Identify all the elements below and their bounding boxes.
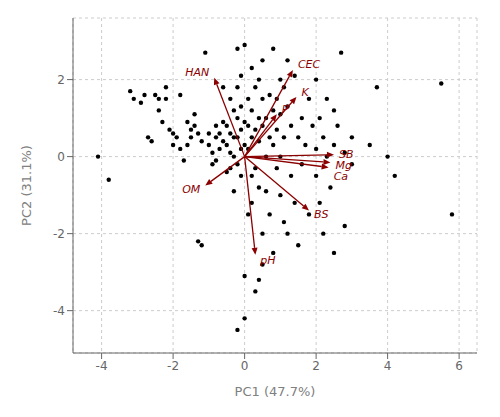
svg-text:K: K bbox=[301, 86, 309, 99]
svg-text:-4: -4 bbox=[53, 304, 65, 318]
svg-text:-2: -2 bbox=[167, 359, 179, 373]
svg-text:2: 2 bbox=[57, 73, 65, 87]
svg-text:PC2 (31.1%): PC2 (31.1%) bbox=[19, 145, 34, 226]
svg-text:BS: BS bbox=[314, 208, 329, 221]
svg-text:0: 0 bbox=[57, 150, 65, 164]
svg-text:-2: -2 bbox=[53, 227, 65, 241]
svg-text:Ca: Ca bbox=[334, 170, 349, 183]
svg-text:-4: -4 bbox=[96, 359, 108, 373]
svg-text:OM: OM bbox=[182, 183, 201, 196]
svg-text:4: 4 bbox=[384, 359, 392, 373]
svg-text:PC1 (47.7%): PC1 (47.7%) bbox=[235, 384, 316, 399]
svg-text:6: 6 bbox=[455, 359, 463, 373]
svg-text:HAN: HAN bbox=[185, 66, 209, 79]
svg-text:2: 2 bbox=[312, 359, 320, 373]
svg-text:SB: SB bbox=[339, 148, 354, 162]
svg-text:pH: pH bbox=[259, 254, 275, 267]
svg-text:CEC: CEC bbox=[298, 58, 321, 71]
svg-text:P: P bbox=[282, 103, 289, 116]
svg-text:Mg: Mg bbox=[335, 159, 352, 173]
svg-text:0: 0 bbox=[241, 359, 249, 373]
